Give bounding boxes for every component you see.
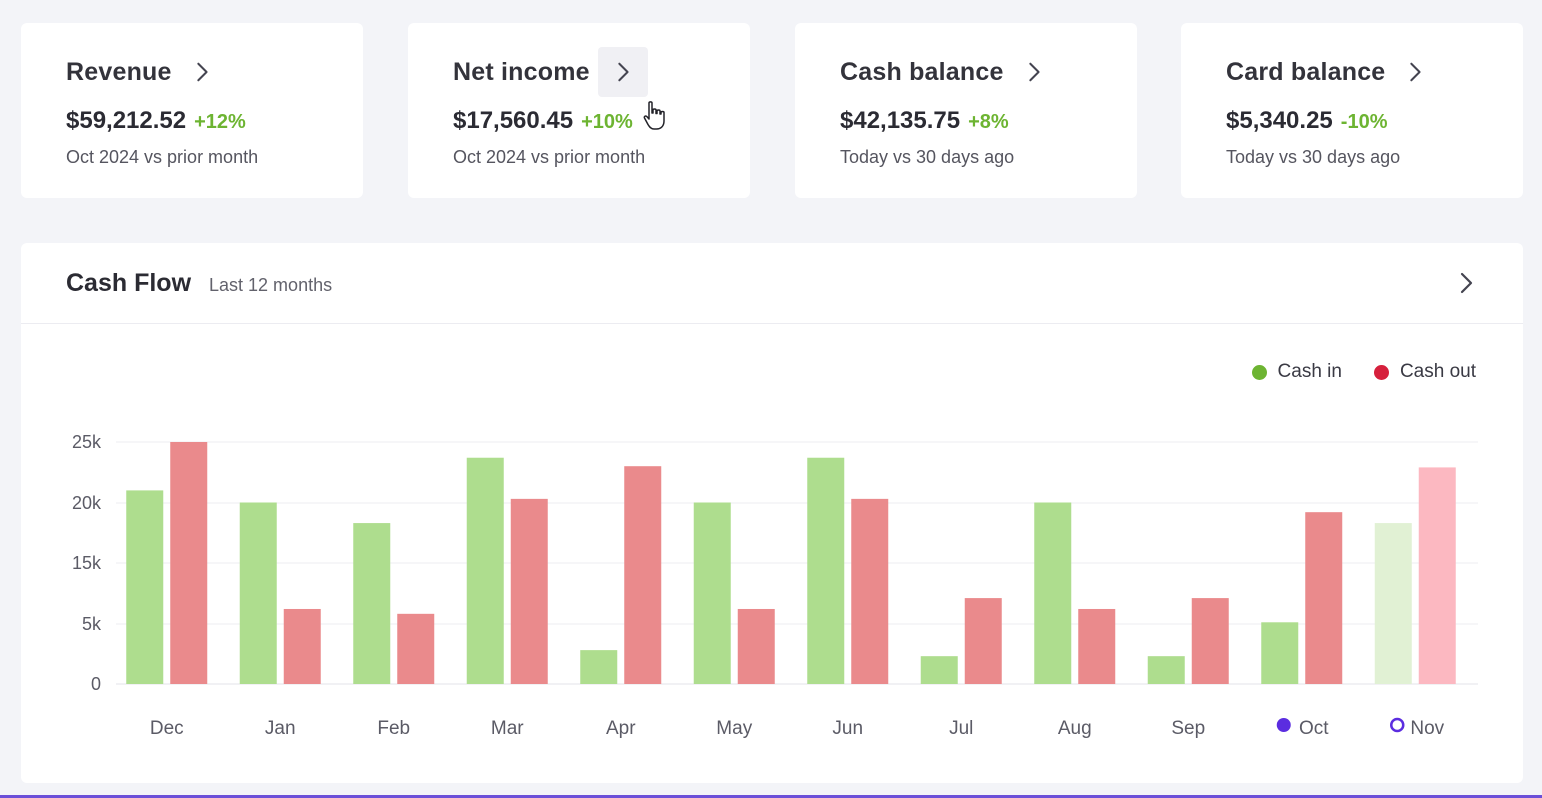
chart-legend: Cash in Cash out: [1220, 361, 1476, 383]
chevron-right-icon[interactable]: [1454, 271, 1478, 295]
card-title: Net income: [453, 57, 590, 86]
summary-cards: Revenue $59,212.52 +12% Oct 2024 vs prio…: [21, 23, 1523, 198]
legend-label: Cash out: [1399, 361, 1476, 382]
card-open-button[interactable]: [1018, 56, 1050, 88]
bottom-accent-line: [0, 795, 1542, 798]
bar-cash-in: [1034, 502, 1072, 684]
bar-cash-in: [1261, 622, 1299, 684]
card-subtitle: Oct 2024 vs prior month: [66, 147, 259, 167]
bar-cash-in: [807, 457, 845, 684]
bar-cash-in: [126, 490, 164, 684]
legend-dot: [1251, 364, 1267, 380]
bar-cash-in: [239, 502, 277, 684]
bar-cash-out: [510, 498, 548, 684]
cash-flow-header: Cash Flow Last 12 months: [21, 243, 1523, 324]
card-open-button[interactable]: [1399, 56, 1431, 88]
bar-cash-in: [920, 656, 958, 684]
panel-title: Cash Flow: [66, 268, 192, 297]
cash-flow-chart: 0 5k 15k 20k 25k Dec Jan Feb Mar Apr May Jun Jul Aug S…: [72, 432, 1478, 739]
bar-cash-in: [1147, 656, 1185, 684]
card-value: $42,135.75: [840, 107, 961, 134]
y-tick-label: 0: [91, 674, 101, 694]
card-delta: -10%: [1340, 111, 1388, 133]
bar-cash-in: [466, 457, 504, 684]
bar-cash-out: [397, 613, 435, 684]
card-delta: +10%: [581, 111, 633, 133]
category-marker-filled: [1276, 718, 1291, 732]
x-tick-label: Apr: [606, 718, 636, 739]
panel-subtitle: Last 12 months: [209, 274, 333, 295]
chevron-right-icon: [196, 62, 208, 82]
x-tick-label: Feb: [377, 718, 410, 739]
legend-item-cash-in[interactable]: Cash in: [1251, 361, 1342, 383]
bar-cash-out: [1191, 598, 1229, 684]
card-value: $17,560.45: [453, 107, 574, 134]
x-tick-label: Dec: [150, 718, 184, 739]
bar-cash-out: [851, 498, 889, 684]
hand-pointer-icon: [643, 101, 665, 130]
card-open-button[interactable]: [597, 47, 648, 97]
x-tick-label: Sep: [1171, 718, 1205, 739]
card-open-button[interactable]: [186, 56, 218, 88]
y-tick-label: 5k: [82, 614, 102, 634]
bar-cash-out: [737, 608, 775, 684]
x-tick-label: May: [716, 718, 752, 739]
x-tick-label: Mar: [491, 718, 524, 739]
x-tick-label: Jul: [949, 718, 973, 739]
legend-label: Cash in: [1277, 361, 1342, 382]
card-delta: +8%: [968, 111, 1009, 133]
card-delta: +12%: [194, 111, 246, 133]
x-tick-label: Aug: [1058, 718, 1092, 739]
bar-cash-out: [170, 442, 208, 684]
chevron-right-icon: [1410, 62, 1422, 82]
x-tick-label: Jun: [832, 718, 863, 739]
bar-cash-in: [580, 650, 618, 684]
bar-cash-in: [1374, 523, 1412, 684]
chevron-right-icon: [1028, 62, 1040, 82]
chevron-right-icon: [618, 62, 629, 82]
legend-item-cash-out[interactable]: Cash out: [1373, 361, 1476, 383]
x-tick-label: Nov: [1410, 718, 1444, 739]
card-title: Revenue: [66, 57, 172, 86]
card-revenue[interactable]: Revenue $59,212.52 +12% Oct 2024 vs prio…: [21, 23, 363, 198]
bar-cash-out: [1078, 608, 1116, 684]
card-cash-balance[interactable]: Cash balance $42,135.75 +8% Today vs 30 …: [795, 23, 1137, 198]
bar-cash-out: [1305, 512, 1343, 684]
card-subtitle: Today vs 30 days ago: [1226, 147, 1401, 167]
y-tick-label: 20k: [72, 493, 102, 513]
card-title: Card balance: [1226, 57, 1386, 86]
legend-dot: [1373, 364, 1389, 380]
bar-cash-out: [964, 598, 1002, 684]
bar-cash-in: [353, 523, 391, 684]
card-subtitle: Today vs 30 days ago: [840, 147, 1015, 167]
cash-flow-panel: Cash Flow Last 12 months 0 5k 15k 20k 25k Dec…: [21, 243, 1523, 783]
x-tick-label: Oct: [1299, 718, 1329, 739]
bar-cash-out: [624, 466, 662, 684]
card-title: Cash balance: [840, 57, 1004, 86]
category-marker-hollow: [1390, 717, 1405, 733]
y-tick-label: 25k: [72, 432, 102, 452]
card-subtitle: Oct 2024 vs prior month: [453, 147, 646, 167]
bar-cash-in: [693, 502, 731, 684]
bar-cash-out: [283, 608, 321, 684]
card-value: $5,340.25: [1226, 107, 1333, 134]
bar-cash-out: [1418, 467, 1456, 684]
card-card-balance[interactable]: Card balance $5,340.25 -10% Today vs 30 …: [1181, 23, 1523, 198]
card-net-income[interactable]: Net income $17,560.45 +10% Oct 2024 vs p…: [408, 23, 750, 198]
x-tick-label: Jan: [265, 718, 296, 739]
card-value: $59,212.52: [66, 107, 187, 134]
y-tick-label: 15k: [72, 553, 102, 573]
